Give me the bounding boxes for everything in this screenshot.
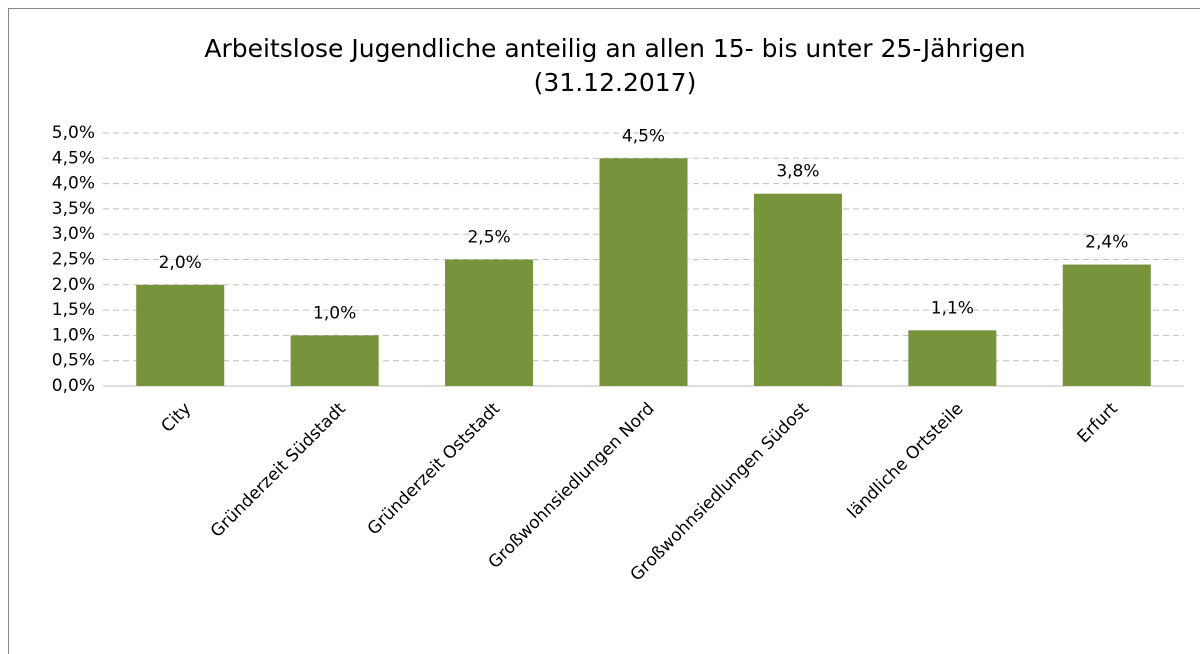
y-tick-label: 0,0% (52, 376, 95, 396)
bar (1062, 264, 1151, 386)
value-label: 1,1% (931, 298, 974, 318)
value-label: 2,0% (159, 253, 202, 273)
value-label: 2,5% (467, 228, 510, 248)
value-label: 3,8% (776, 162, 819, 182)
y-tick-label: 4,0% (52, 174, 95, 194)
y-tick-label: 5,0% (52, 123, 95, 143)
y-tick-label: 1,0% (52, 325, 95, 345)
y-tick-label: 4,5% (52, 148, 95, 168)
value-label: 2,4% (1085, 233, 1128, 253)
bar (445, 259, 534, 386)
bar (290, 335, 379, 386)
value-label: 4,5% (622, 126, 665, 146)
bar (599, 158, 688, 386)
y-tick-label: 1,5% (52, 300, 95, 320)
y-tick-label: 2,0% (52, 275, 95, 295)
bar (908, 330, 997, 386)
chart-subtitle: (31.12.2017) (534, 68, 697, 97)
y-tick-label: 2,5% (52, 250, 95, 270)
chart-title: Arbeitslose Jugendliche anteilig an alle… (204, 34, 1025, 63)
y-tick-label: 3,0% (52, 224, 95, 244)
y-tick-label: 0,5% (52, 351, 95, 371)
y-tick-label: 3,5% (52, 199, 95, 219)
value-label: 1,0% (313, 303, 356, 323)
bar (753, 193, 842, 386)
bar (136, 284, 225, 386)
